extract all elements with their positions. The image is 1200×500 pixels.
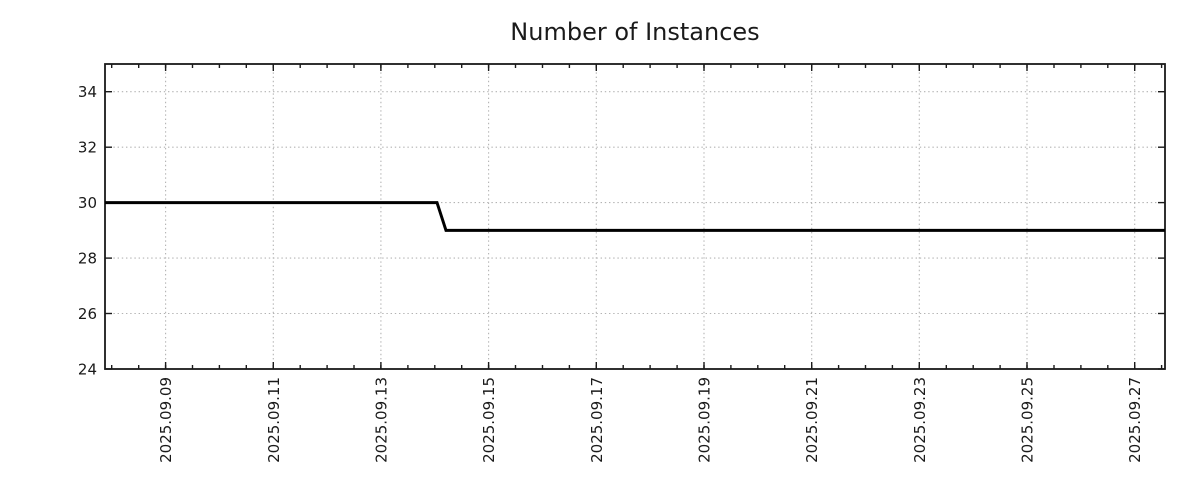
x-tick-label: 2025.09.11 (265, 377, 283, 463)
plot-border (104, 63, 1166, 370)
x-tick-label: 2025.09.27 (1126, 377, 1144, 463)
y-tick-label: 30 (78, 194, 97, 212)
chart-title: Number of Instances (510, 18, 759, 46)
y-tick-label: 34 (78, 83, 97, 101)
x-tick-label: 2025.09.21 (803, 377, 821, 463)
x-tick-label: 2025.09.19 (696, 377, 714, 463)
x-tick-labels: 2025.09.09 2025.09.11 2025.09.13 2025.09.15… (157, 377, 1144, 463)
x-tick-label: 2025.09.15 (480, 377, 498, 463)
x-tick-label: 2025.09.09 (157, 377, 175, 463)
x-grid (165, 64, 1136, 369)
y-tick-label: 26 (78, 305, 97, 323)
series-line (105, 201, 1165, 232)
y-tick-labels: 24 26 28 30 32 34 (78, 83, 97, 378)
x-tick-label: 2025.09.25 (1019, 377, 1037, 463)
x-tick-label: 2025.09.23 (911, 377, 929, 463)
y-tick-label: 28 (78, 250, 97, 268)
series-lines (105, 201, 1165, 232)
axis-ticks (105, 64, 1165, 370)
x-tick-label: 2025.09.17 (588, 377, 606, 463)
x-tick-label: 2025.09.13 (372, 377, 390, 463)
y-tick-label: 32 (78, 139, 97, 157)
y-tick-label: 24 (78, 361, 97, 379)
